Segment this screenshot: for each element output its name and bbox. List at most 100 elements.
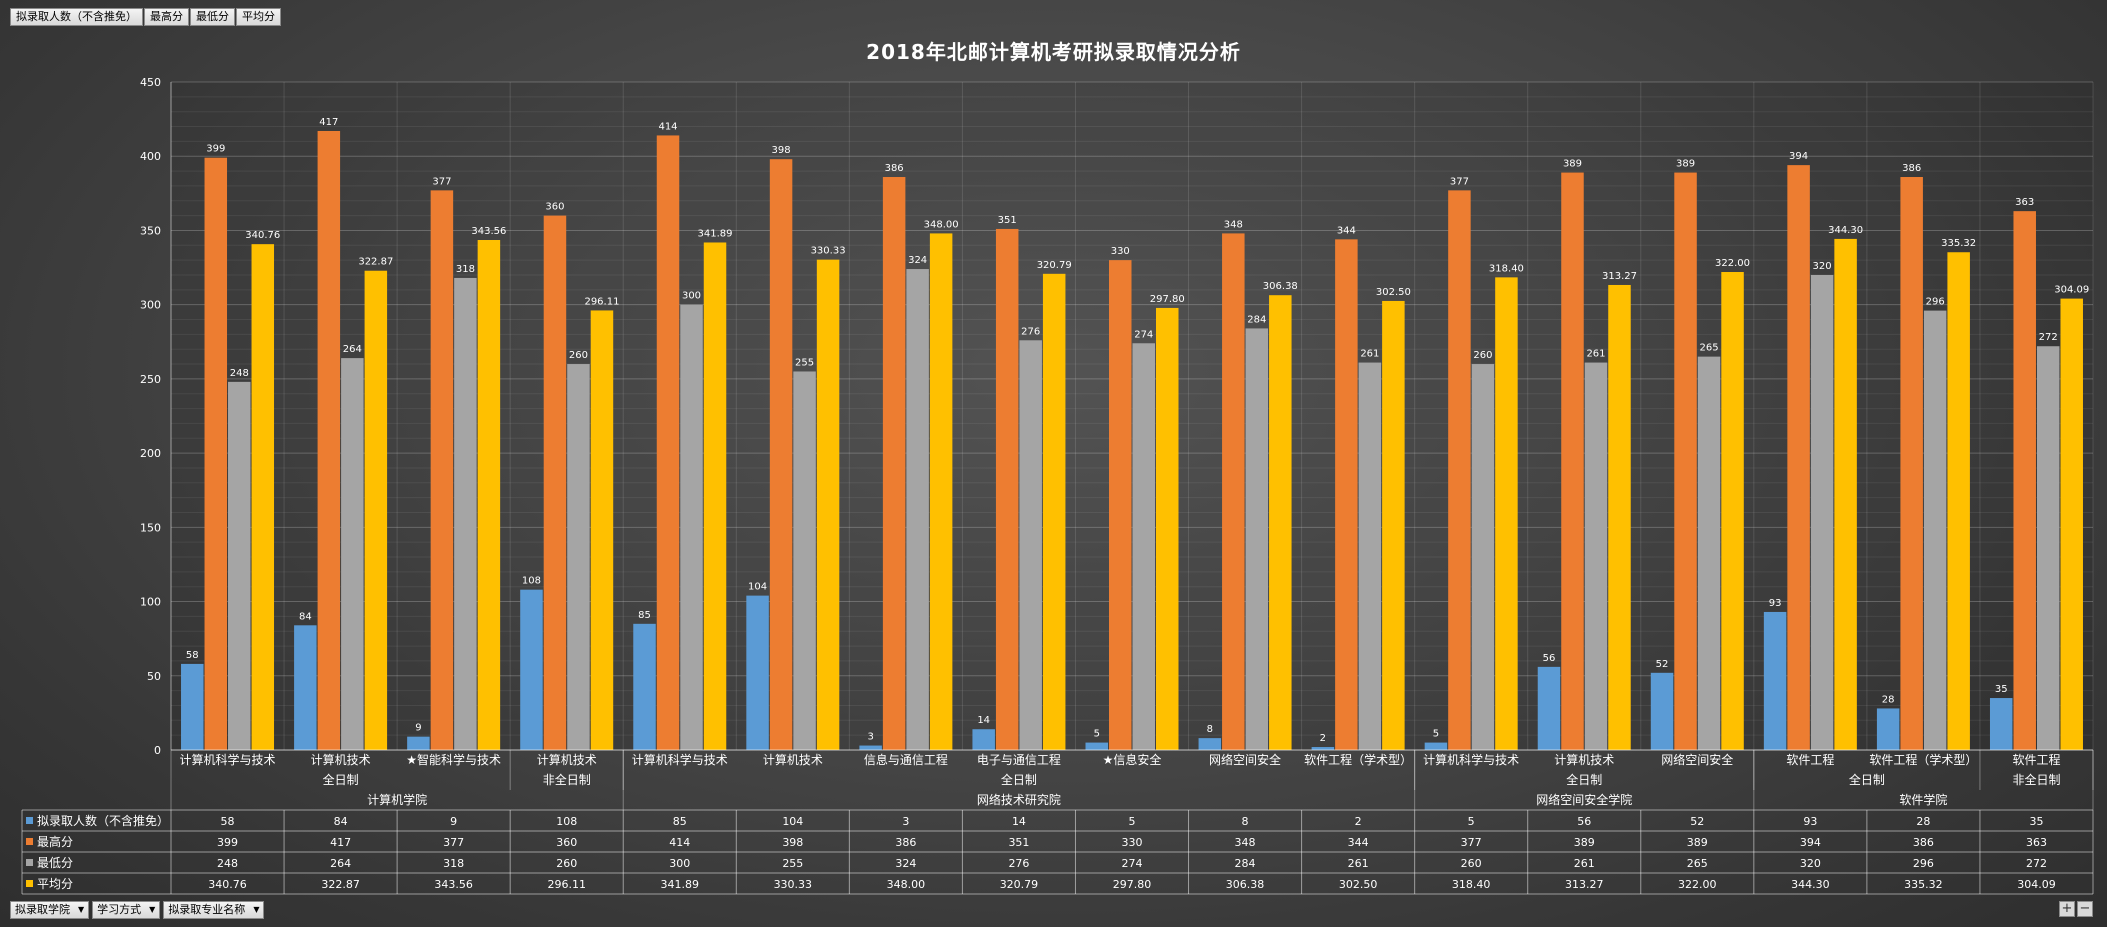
y-tick-label: 50: [147, 670, 161, 683]
bar: [1537, 666, 1561, 750]
study-mode-label: 全日制: [323, 772, 359, 787]
chart-title: 2018年北邮计算机考研拟录取情况分析: [866, 40, 1241, 64]
table-cell: 255: [782, 857, 803, 870]
y-tick-label: 200: [140, 447, 161, 460]
category-label: 计算机技术: [537, 752, 597, 767]
axis-button-study-mode-label: 学习方式: [97, 903, 142, 916]
data-label: 340.76: [245, 230, 280, 241]
data-label: 296: [1926, 297, 1945, 308]
expand-button[interactable]: +: [2059, 901, 2075, 917]
table-cell: 264: [330, 857, 351, 870]
collapse-button[interactable]: −: [2077, 901, 2093, 917]
data-label: 260: [569, 350, 588, 361]
data-label: 52: [1656, 659, 1669, 670]
data-label: 324: [908, 255, 927, 266]
bar: [1876, 708, 1900, 750]
table-cell: 389: [1687, 836, 1708, 849]
table-cell: 398: [782, 836, 803, 849]
data-label: 313.27: [1602, 271, 1637, 282]
category-label: 软件工程（学术型）: [1304, 752, 1412, 767]
table-cell: 343.56: [434, 878, 473, 891]
table-cell: 300: [669, 857, 690, 870]
data-label: 306.38: [1263, 281, 1298, 292]
table-cell: 320.79: [1000, 878, 1039, 891]
bar: [1989, 698, 2013, 750]
table-cell: 261: [1348, 857, 1369, 870]
field-button-admitted-count[interactable]: 拟录取人数（不含推免）: [10, 8, 143, 26]
bar: [1561, 172, 1584, 750]
field-button-max-score[interactable]: 最高分: [144, 8, 189, 26]
table-cell: 363: [2026, 836, 2047, 849]
dropdown-arrow-icon: ▼: [78, 905, 85, 914]
axis-button-major[interactable]: 拟录取专业名称 ▼: [163, 901, 265, 919]
bar: [204, 157, 228, 750]
category-label: 信息与通信工程: [864, 752, 948, 767]
table-cell: 276: [1008, 857, 1029, 870]
table-cell: 93: [1803, 815, 1817, 828]
bar: [2013, 211, 2036, 750]
data-label: 261: [1586, 349, 1605, 360]
table-cell: 108: [556, 815, 577, 828]
bar: [1763, 611, 1787, 750]
table-cell: 52: [1690, 815, 1704, 828]
bar: [882, 177, 906, 750]
bar: [1269, 295, 1292, 750]
field-button-avg-score[interactable]: 平均分: [236, 8, 281, 26]
table-cell: 265: [1687, 857, 1708, 870]
table-series-label: 最低分: [37, 856, 73, 870]
bar: [1311, 747, 1335, 750]
bar: [1834, 238, 1857, 751]
table-cell: 9: [450, 815, 457, 828]
bar: [746, 595, 769, 750]
bar: [929, 233, 953, 750]
table-cell: 344: [1348, 836, 1369, 849]
category-label: 计算机技术: [311, 752, 371, 767]
table-cell: 417: [330, 836, 351, 849]
data-label: 284: [1247, 314, 1266, 325]
data-label: 363: [2015, 197, 2034, 208]
table-cell: 56: [1577, 815, 1591, 828]
y-tick-label: 300: [140, 299, 161, 312]
table-cell: 58: [221, 815, 235, 828]
data-label: 85: [638, 610, 651, 621]
bar: [1923, 310, 1947, 750]
data-label: 265: [1699, 343, 1718, 354]
legend-key: [26, 838, 33, 845]
data-label: 93: [1769, 598, 1782, 609]
study-mode-label: 全日制: [1849, 772, 1885, 787]
table-cell: 414: [669, 836, 690, 849]
table-cell: 297.80: [1113, 878, 1152, 891]
bar: [1471, 364, 1495, 750]
bar: [2060, 298, 2083, 750]
college-label: 软件学院: [1899, 792, 1947, 807]
table-cell: 85: [673, 815, 687, 828]
bar: [793, 371, 816, 750]
axis-button-study-mode[interactable]: 学习方式 ▼: [92, 901, 161, 919]
data-label: 104: [748, 582, 767, 593]
data-label: 330.33: [811, 246, 846, 257]
data-label: 84: [299, 611, 312, 622]
table-cell: 304.09: [2017, 878, 2056, 891]
data-label: 14: [977, 715, 990, 726]
axis-button-college[interactable]: 拟录取学院 ▼: [10, 901, 90, 919]
category-label: 计算机科学与技术: [180, 752, 276, 767]
category-label: 软件工程: [1786, 752, 1834, 767]
bar: [1787, 165, 1810, 750]
category-label: ★智能科学与技术: [406, 752, 501, 767]
study-mode-label: 非全日制: [2012, 772, 2060, 787]
field-button-min-score[interactable]: 最低分: [190, 8, 235, 26]
data-label: 261: [1360, 349, 1379, 360]
bar: [1495, 277, 1518, 750]
data-label: 343.56: [471, 226, 506, 237]
bar: [972, 729, 995, 750]
category-label: 网络空间安全: [1209, 752, 1281, 767]
table-cell: 84: [334, 815, 348, 828]
table-cell: 394: [1800, 836, 1821, 849]
bar: [1424, 742, 1448, 750]
table-cell: 272: [2026, 857, 2047, 870]
data-label: 274: [1134, 329, 1153, 340]
zoom-controls: + −: [2057, 901, 2093, 917]
legend-key: [26, 859, 33, 866]
table-cell: 330: [1122, 836, 1143, 849]
college-label: 网络空间安全学院: [1536, 792, 1632, 807]
